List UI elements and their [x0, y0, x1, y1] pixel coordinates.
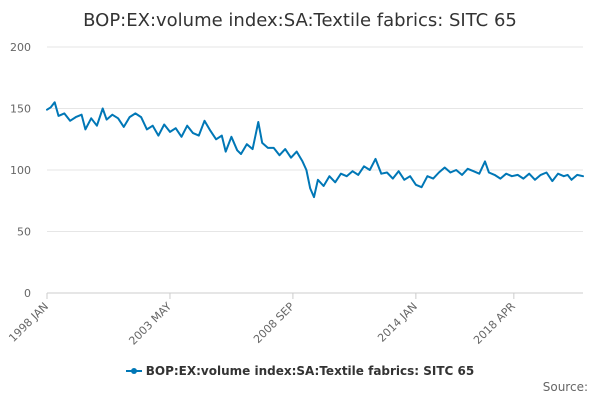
series-line[interactable]	[46, 101, 584, 199]
chart-title: BOP:EX:volume index:SA:Textile fabrics: …	[83, 10, 517, 31]
y-tick-label: 150	[10, 103, 31, 116]
y-tick-label: 0	[24, 287, 31, 300]
x-tick-label: 2008 SEP	[251, 300, 297, 346]
legend-line-icon	[125, 366, 142, 376]
y-tick-label: 200	[10, 41, 31, 54]
x-tick-label: 2014 JAN	[375, 300, 420, 345]
legend: BOP:EX:volume index:SA:Textile fabrics: …	[0, 364, 600, 379]
x-tick-label: 2003 MAY	[126, 300, 174, 348]
x-tick-label: 1998 JAN	[6, 300, 51, 345]
x-tick-label: 2018 APR	[471, 300, 518, 347]
grid-lines	[47, 46, 583, 232]
source-label: Source:	[542, 380, 588, 394]
series-group	[46, 101, 584, 199]
y-tick-label: 100	[10, 164, 31, 177]
x-axis: 1998 JAN 2003 MAY 2008 SEP 2014 JAN 2018 APR	[6, 292, 583, 348]
legend-item[interactable]: BOP:EX:volume index:SA:Textile fabrics: …	[125, 364, 475, 378]
legend-label: BOP:EX:volume index:SA:Textile fabrics: …	[145, 364, 475, 378]
y-tick-label: 50	[17, 226, 31, 239]
y-axis-ticks: 0 50 100 150 200	[10, 41, 31, 300]
